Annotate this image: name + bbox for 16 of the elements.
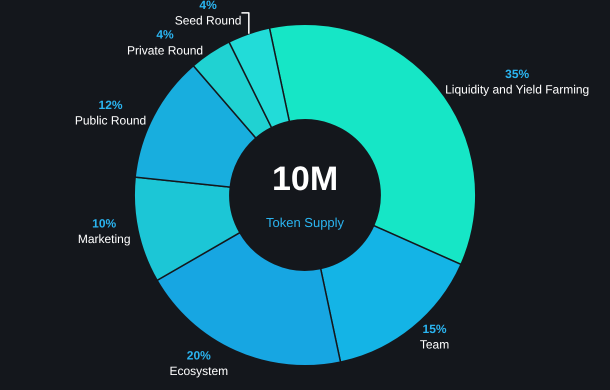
data-label: 15% [422,322,447,336]
slice-label: Liquidity and Yield Farming [445,82,590,96]
text: 10M [272,160,338,198]
slice-label: Ecosystem [169,364,228,378]
data-label: 4% [199,0,218,12]
slice-label: Marketing [78,232,131,246]
data-label: 4% [156,28,174,42]
slice-label: Private Round [127,43,204,58]
slice-label: Public Round [74,113,146,128]
data-label: 10% [92,216,117,230]
data-label: 20% [186,348,212,363]
slice-label: Team [420,337,450,352]
slice-label: Seed Round [174,14,242,28]
text: Token Supply [266,215,345,230]
data-label: 35% [505,66,530,81]
data-label: 12% [98,98,123,112]
